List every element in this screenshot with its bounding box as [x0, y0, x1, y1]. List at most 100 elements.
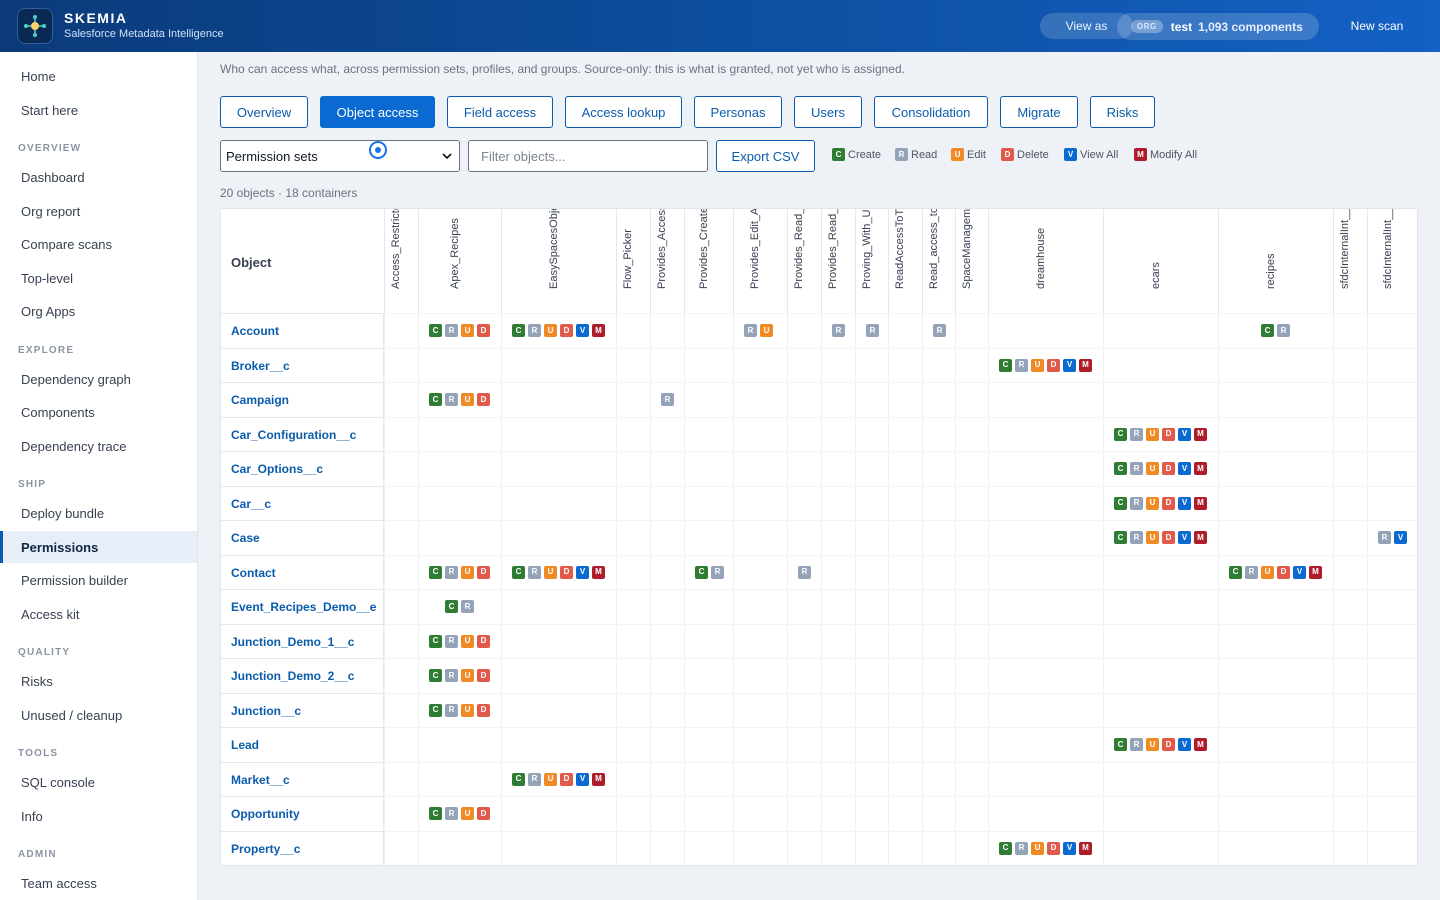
skemia-logo-icon[interactable] [17, 8, 53, 44]
sidebar-item-org-apps[interactable]: Org Apps [21, 303, 76, 319]
permission-badge: C [429, 703, 442, 717]
sidebar-item-components[interactable]: Components [21, 404, 95, 420]
object-link[interactable]: Account [231, 324, 279, 338]
object-link[interactable]: Opportunity [231, 807, 300, 821]
permission-badge: C [512, 565, 525, 579]
permission-badge: C [429, 669, 442, 682]
object-container-count: 20 objects · 18 containers [220, 186, 358, 200]
sidebar-item-team-access[interactable]: Team access [21, 875, 97, 891]
new-scan-button[interactable]: New scan [1350, 19, 1404, 33]
column-header: Provides_Edit_Ac [733, 209, 787, 313]
tab-risks[interactable]: Risks [1090, 96, 1155, 128]
sidebar-item-risks[interactable]: Risks [21, 673, 53, 689]
view-as-button[interactable]: View as [1040, 13, 1133, 39]
sidebar-item-deploy-bundle[interactable]: Deploy bundle [21, 505, 105, 521]
column-header: Provides_Read_A [787, 209, 821, 313]
column-header-label: Provides_Create_ [698, 208, 710, 289]
permission-cell[interactable]: R [933, 324, 949, 337]
permission-cell[interactable]: R [832, 324, 848, 337]
brand-subtitle: Salesforce Metadata Intelligence [64, 28, 224, 40]
object-link[interactable]: Contact [231, 565, 276, 580]
tab-object-access[interactable]: Object access [320, 96, 435, 128]
tab-consolidation[interactable]: Consolidation [874, 96, 988, 128]
permission-badge: D [560, 565, 573, 579]
row-cells [384, 796, 1417, 831]
tab-users[interactable]: Users [794, 96, 862, 128]
sidebar-item-org-report[interactable]: Org report [21, 203, 81, 219]
object-link[interactable]: Case [231, 531, 260, 545]
select-value: Permission sets [226, 148, 318, 164]
sidebar-item-dependency-trace[interactable]: Dependency trace [21, 438, 127, 454]
sidebar-item-dashboard[interactable]: Dashboard [21, 169, 85, 185]
tab-overview[interactable]: Overview [220, 96, 308, 128]
object-link[interactable]: Property__c [231, 841, 301, 856]
org-selector[interactable]: ORG test 1,093 components [1117, 13, 1319, 40]
permission-badge: D [477, 565, 490, 579]
object-link[interactable]: Junction__c [231, 703, 302, 718]
tab-access-lookup[interactable]: Access lookup [565, 96, 682, 128]
sidebar-item-sql-console[interactable]: SQL console [21, 774, 95, 790]
permission-badge: D [1162, 496, 1175, 510]
sidebar-item-home[interactable]: Home [21, 68, 56, 84]
sidebar-item-permission-builder[interactable]: Permission builder [21, 572, 128, 588]
export-csv-button[interactable]: Export CSV [716, 140, 815, 172]
sidebar-item-dependency-graph[interactable]: Dependency graph [21, 371, 131, 387]
sidebar-item-unused-cleanup[interactable]: Unused / cleanup [21, 707, 123, 723]
container-type-select[interactable]: Permission sets [220, 140, 460, 172]
object-link[interactable]: Campaign [231, 393, 290, 407]
object-link[interactable]: Car__c [231, 496, 272, 511]
object-link[interactable]: Junction_Demo_1__c [231, 634, 355, 649]
sidebar-item-compare-scans[interactable]: Compare scans [21, 236, 113, 252]
permission-badge: M [592, 565, 605, 579]
row-cells [384, 658, 1417, 693]
object-link[interactable]: Junction_Demo_2__c [231, 669, 355, 683]
org-component-count: 1,093 components [1198, 19, 1303, 34]
sidebar-item-start-here[interactable]: Start here [21, 102, 79, 118]
object-cell: Contact [221, 554, 384, 589]
object-link[interactable]: Lead [231, 738, 260, 752]
object-link[interactable]: Event_Recipes_Demo__e [231, 600, 377, 614]
sidebar-item-permissions[interactable]: Permissions [0, 531, 197, 563]
tab-personas[interactable]: Personas [694, 96, 782, 128]
object-link[interactable]: Market__c [231, 772, 290, 787]
object-link[interactable]: Broker__c [231, 358, 290, 373]
sidebar-item-info[interactable]: Info [21, 808, 43, 824]
filter-objects-input[interactable] [468, 140, 708, 172]
permission-badge: C [445, 600, 458, 613]
permission-cell[interactable]: R [798, 565, 814, 579]
permission-cell[interactable]: R [661, 393, 677, 406]
object-link[interactable]: Car_Configuration__c [231, 427, 357, 442]
table-row: Case C R U D V M R V [221, 520, 1417, 555]
tab-migrate[interactable]: Migrate [1000, 96, 1078, 128]
legend-edit: U Edit [951, 148, 986, 161]
object-link[interactable]: Car_Options__c [231, 462, 324, 476]
sidebar-item-top-level[interactable]: Top-level [21, 270, 74, 286]
tab-field-access[interactable]: Field access [447, 96, 553, 128]
permission-cell[interactable]: R [866, 324, 882, 337]
permission-badge: U [760, 324, 773, 337]
sidebar-item-access-kit[interactable]: Access kit [21, 606, 80, 622]
